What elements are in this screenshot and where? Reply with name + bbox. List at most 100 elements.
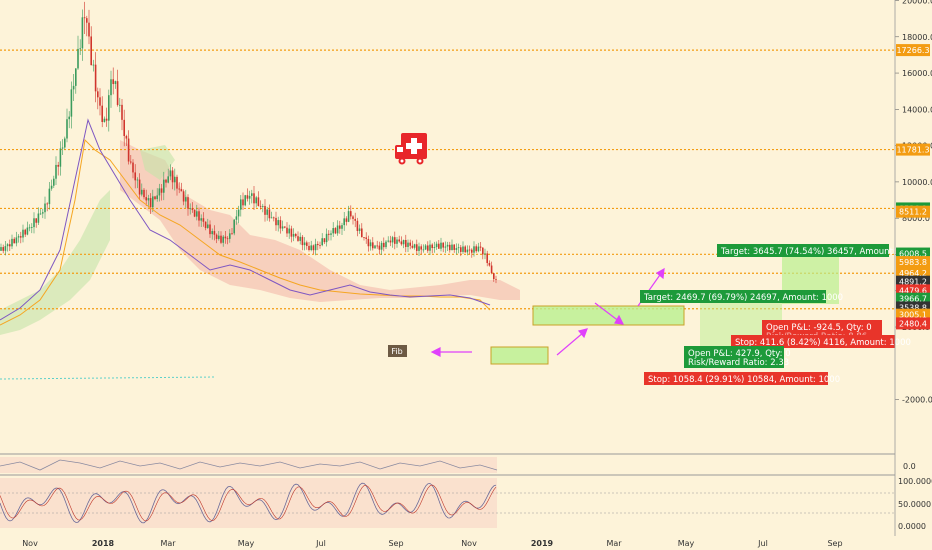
candle-body: [319, 245, 321, 246]
candle-body: [361, 228, 363, 238]
short-entry-zone[interactable]: [532, 305, 685, 326]
candle-body: [409, 242, 411, 246]
candle-body: [343, 218, 345, 226]
long-entry-zone[interactable]: [490, 346, 549, 365]
time-tick-label: Nov: [461, 539, 477, 548]
candle-body: [407, 242, 409, 247]
candle-body: [226, 238, 229, 240]
candle-body: [255, 197, 257, 204]
candle-body: [174, 176, 176, 183]
candle-body: [365, 237, 367, 239]
candle-body: [13, 238, 15, 244]
candle-body: [9, 244, 11, 247]
time-tick-label: Jul: [757, 539, 768, 548]
stop-label-2-box[interactable]: [644, 372, 828, 385]
price-badge: [896, 247, 930, 260]
candle-body: [224, 236, 227, 239]
candle-body: [53, 178, 55, 186]
candle-body: [374, 245, 376, 249]
candle-body: [257, 197, 260, 206]
candle-body: [398, 239, 400, 242]
indicator-pane-1[interactable]: 0.0: [0, 457, 916, 473]
price-tick-label: 8000.0: [902, 214, 930, 223]
candle-body: [213, 231, 216, 235]
trade-labels[interactable]: Target: 3645.7 (74.54%) 36457, Amount: 1…: [640, 244, 920, 385]
price-badge-label: 8511.2: [899, 208, 927, 217]
candle-body: [123, 119, 125, 136]
indicator-pane-2[interactable]: 100.0000 50.0000 0.0000: [0, 477, 932, 531]
candle-body: [215, 234, 218, 239]
long-pnl-box[interactable]: [684, 346, 784, 368]
long-rr: Risk/Reward Ratio: 2.33: [688, 358, 789, 368]
candle-body: [314, 243, 317, 251]
candle-body: [196, 211, 198, 217]
candle-body: [70, 89, 73, 117]
candle-body: [330, 233, 332, 235]
candle-body: [488, 263, 491, 266]
candle-body: [376, 245, 378, 247]
candle-body: [112, 79, 114, 85]
candle-body: [31, 227, 33, 228]
candle-body: [42, 212, 44, 214]
price-badge-label: 4964.2: [899, 269, 927, 278]
candle-body: [422, 249, 425, 251]
candle-body: [220, 235, 222, 243]
candle-body: [154, 196, 156, 200]
candle-body: [453, 244, 455, 250]
candle-body: [413, 244, 416, 248]
candle-body: [200, 218, 202, 221]
candle-body: [303, 242, 306, 246]
candle-body: [493, 273, 495, 280]
candle-body: [433, 247, 436, 249]
stop-label-2: Stop: 1058.4 (29.91%) 10584, Amount: 100…: [648, 375, 840, 385]
candle-body: [125, 135, 128, 139]
candle-body: [468, 249, 471, 251]
candle-body: [420, 246, 422, 250]
target-label-1-box[interactable]: [717, 244, 889, 257]
candle-body: [242, 199, 244, 206]
time-tick-label: 2018: [92, 539, 115, 548]
candle-body: [336, 225, 339, 234]
candle-body: [369, 242, 372, 247]
candle-body: [156, 195, 158, 200]
price-badge-label: 4479.6: [899, 286, 927, 295]
indicator-2-tick-mid: 50.0000: [898, 500, 931, 509]
candle-body: [473, 246, 475, 253]
candle-body: [391, 237, 394, 243]
candle-body: [325, 233, 328, 243]
candle-body: [378, 245, 381, 250]
time-axis[interactable]: Nov 2018 Mar May Jul Sep Nov 2019 Mar May Jul Sep: [22, 539, 842, 548]
candle-body: [81, 17, 84, 49]
ichimoku-cloud: [0, 140, 520, 335]
candle-body: [435, 243, 438, 248]
fib-label: Fib: [391, 347, 402, 356]
candle-body: [306, 242, 308, 246]
candle-body: [262, 205, 264, 207]
candle-body: [275, 217, 277, 226]
candle-body: [44, 203, 46, 213]
target-label-2-box[interactable]: [640, 290, 826, 303]
candle-body: [477, 246, 480, 252]
candle-body: [253, 193, 255, 204]
fib-label-box[interactable]: [388, 345, 407, 357]
candle-body: [64, 138, 66, 148]
candle-body: [189, 208, 191, 210]
price-badge-label: 17266.3: [896, 46, 929, 55]
candle-body: [383, 242, 385, 248]
price-tick-label: 18000.0: [902, 33, 932, 42]
candle-body: [411, 245, 414, 248]
candle-body: [169, 170, 172, 177]
candle-body: [286, 227, 288, 234]
candle-body: [138, 179, 141, 195]
candle-body: [165, 179, 167, 183]
candle-body: [490, 265, 493, 274]
candle-body: [495, 279, 497, 280]
candle-body: [284, 226, 286, 228]
candle-body: [295, 233, 297, 237]
candle-body: [83, 17, 86, 19]
candle-body: [72, 85, 75, 90]
candle-body: [449, 244, 451, 251]
candle-body: [33, 218, 35, 228]
stop-label-1-box[interactable]: [731, 335, 895, 348]
